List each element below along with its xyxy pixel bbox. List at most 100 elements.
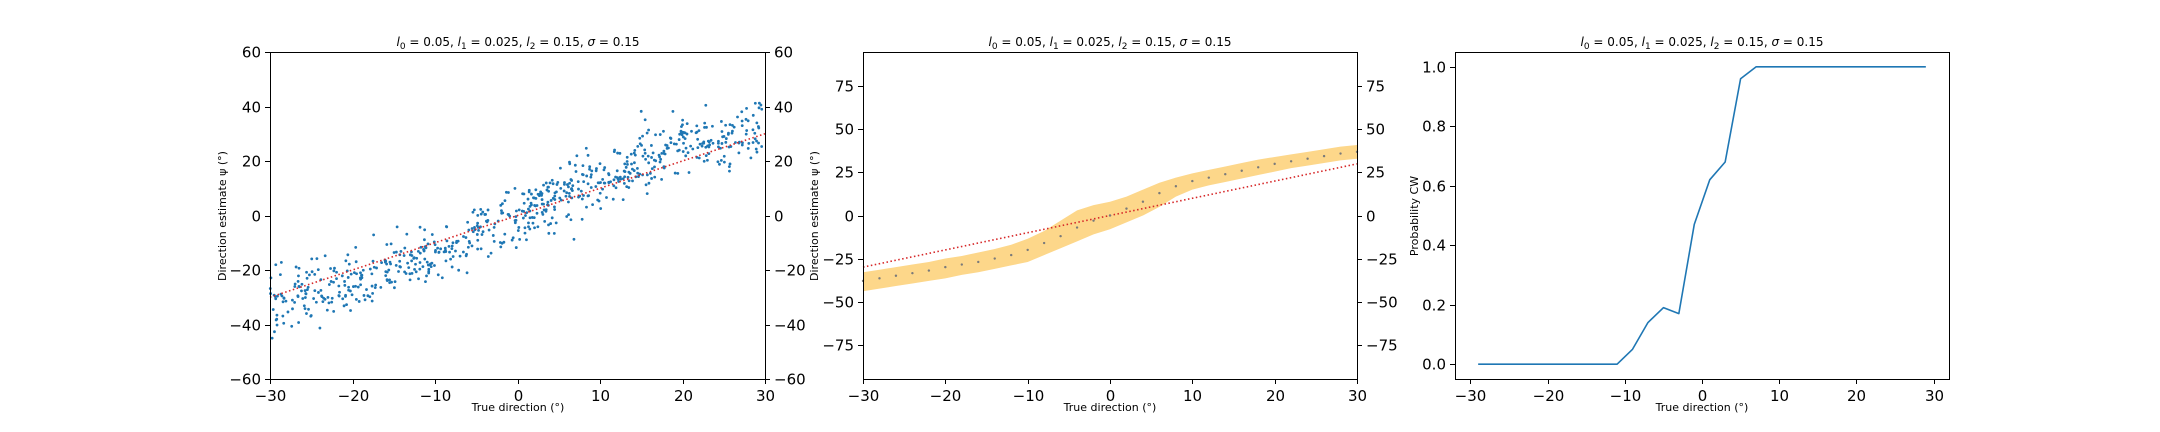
scatter-point [425,260,429,264]
scatter-point [522,192,526,196]
scatter-point [327,301,331,305]
scatter-point [728,169,731,173]
scatter-point [418,251,422,255]
scatter-point [480,233,484,236]
scatter-point [622,181,626,185]
scatter-point [502,240,506,244]
scatter-point [531,221,535,225]
scatter-point [414,262,417,266]
scatter-point [724,137,728,140]
scatter-point [568,194,571,198]
scatter-point [731,129,734,133]
scatter-point [384,274,388,278]
scatter-point [625,155,629,159]
y-tick-label: 0.4 [1422,237,1446,255]
scatter-point [632,151,636,155]
scatter-point [395,225,399,229]
mean-point [944,265,947,269]
scatter-point [489,251,493,255]
scatter-point [659,157,663,161]
scatter-point [356,285,360,289]
scatter-point [716,160,720,164]
plot-area [861,144,1359,292]
mean-point [1158,191,1161,195]
scatter-point [504,190,508,194]
scatter-point [436,246,440,250]
scatter-point [433,243,437,247]
scatter-point [746,119,750,123]
scatter-point [373,286,377,290]
scatter-point [354,284,357,288]
panel-scatter: l0 = 0.05, l1 = 0.025, l2 = 0.15, σ = 0.… [216,35,806,414]
scatter-point [607,172,610,175]
scatter-point [439,247,443,251]
y-axis-ticks: 0.0 0.2 0.4 0.6 0.8 1.0 [1422,59,1455,374]
scatter-point [542,183,545,187]
scatter-point [753,131,757,135]
x-axis-label: True direction (°) [471,401,565,414]
right-y-tick-label: −60 [774,371,806,389]
scatter-point [467,228,471,232]
scatter-point [694,131,698,135]
scatter-point [679,131,683,135]
scatter-point [416,249,420,253]
scatter-point [312,297,316,300]
scatter-point [291,298,294,302]
scatter-point [685,122,689,126]
scatter-point [706,158,709,162]
scatter-point [492,226,496,229]
scatter-point [491,234,495,237]
x-tick-label: 0 [514,387,524,405]
scatter-point [305,270,308,274]
y-tick-label: 0 [844,208,854,226]
scatter-point [513,186,517,190]
scatter-point [623,175,627,179]
scatter-point [423,257,427,261]
scatter-point [751,113,755,117]
scatter-point [689,144,693,148]
scatter-point [546,200,550,204]
scatter-point [281,300,285,304]
scatter-point [300,282,304,286]
scatter-point [640,143,643,147]
scatter-point [448,250,451,254]
scatter-point [547,223,550,227]
mean-point [960,263,963,266]
scatter-point [374,283,378,287]
scatter-point [481,210,485,214]
scatter-point [629,152,633,156]
scatter-point [274,263,278,267]
scatter-point [753,101,757,105]
y-tick-label: 0.2 [1422,297,1446,315]
scatter-point [476,221,480,225]
scatter-point [683,131,687,135]
y-tick-label: 40 [242,99,261,117]
scatter-point [522,201,526,205]
scatter-point [308,273,311,277]
scatter-point [755,150,759,154]
right-y-axis-ticks: −75 −50 −25 0 25 50 75 [1357,78,1398,355]
scatter-point [532,196,536,200]
scatter-point [503,232,507,236]
right-y-tick-label: 50 [1366,121,1385,139]
scatter-point [360,273,364,277]
scatter-point [639,109,643,113]
scatter-point [722,160,726,164]
scatter-point [612,184,616,188]
scatter-point [417,277,420,281]
y-tick-label: 75 [835,78,854,96]
scatter-point [479,247,483,251]
scatter-point [658,155,661,159]
scatter-point [612,178,616,182]
mean-point [1042,241,1046,245]
scatter-point [626,175,630,179]
scatter-point [740,119,744,123]
mean-point [1289,160,1293,163]
scatter-point [630,162,633,166]
scatter-point [566,183,569,186]
scatter-point [627,179,631,183]
scatter-point [527,221,530,225]
mean-point [1306,157,1309,160]
scatter-point [293,282,297,286]
scatter-point [412,256,416,260]
